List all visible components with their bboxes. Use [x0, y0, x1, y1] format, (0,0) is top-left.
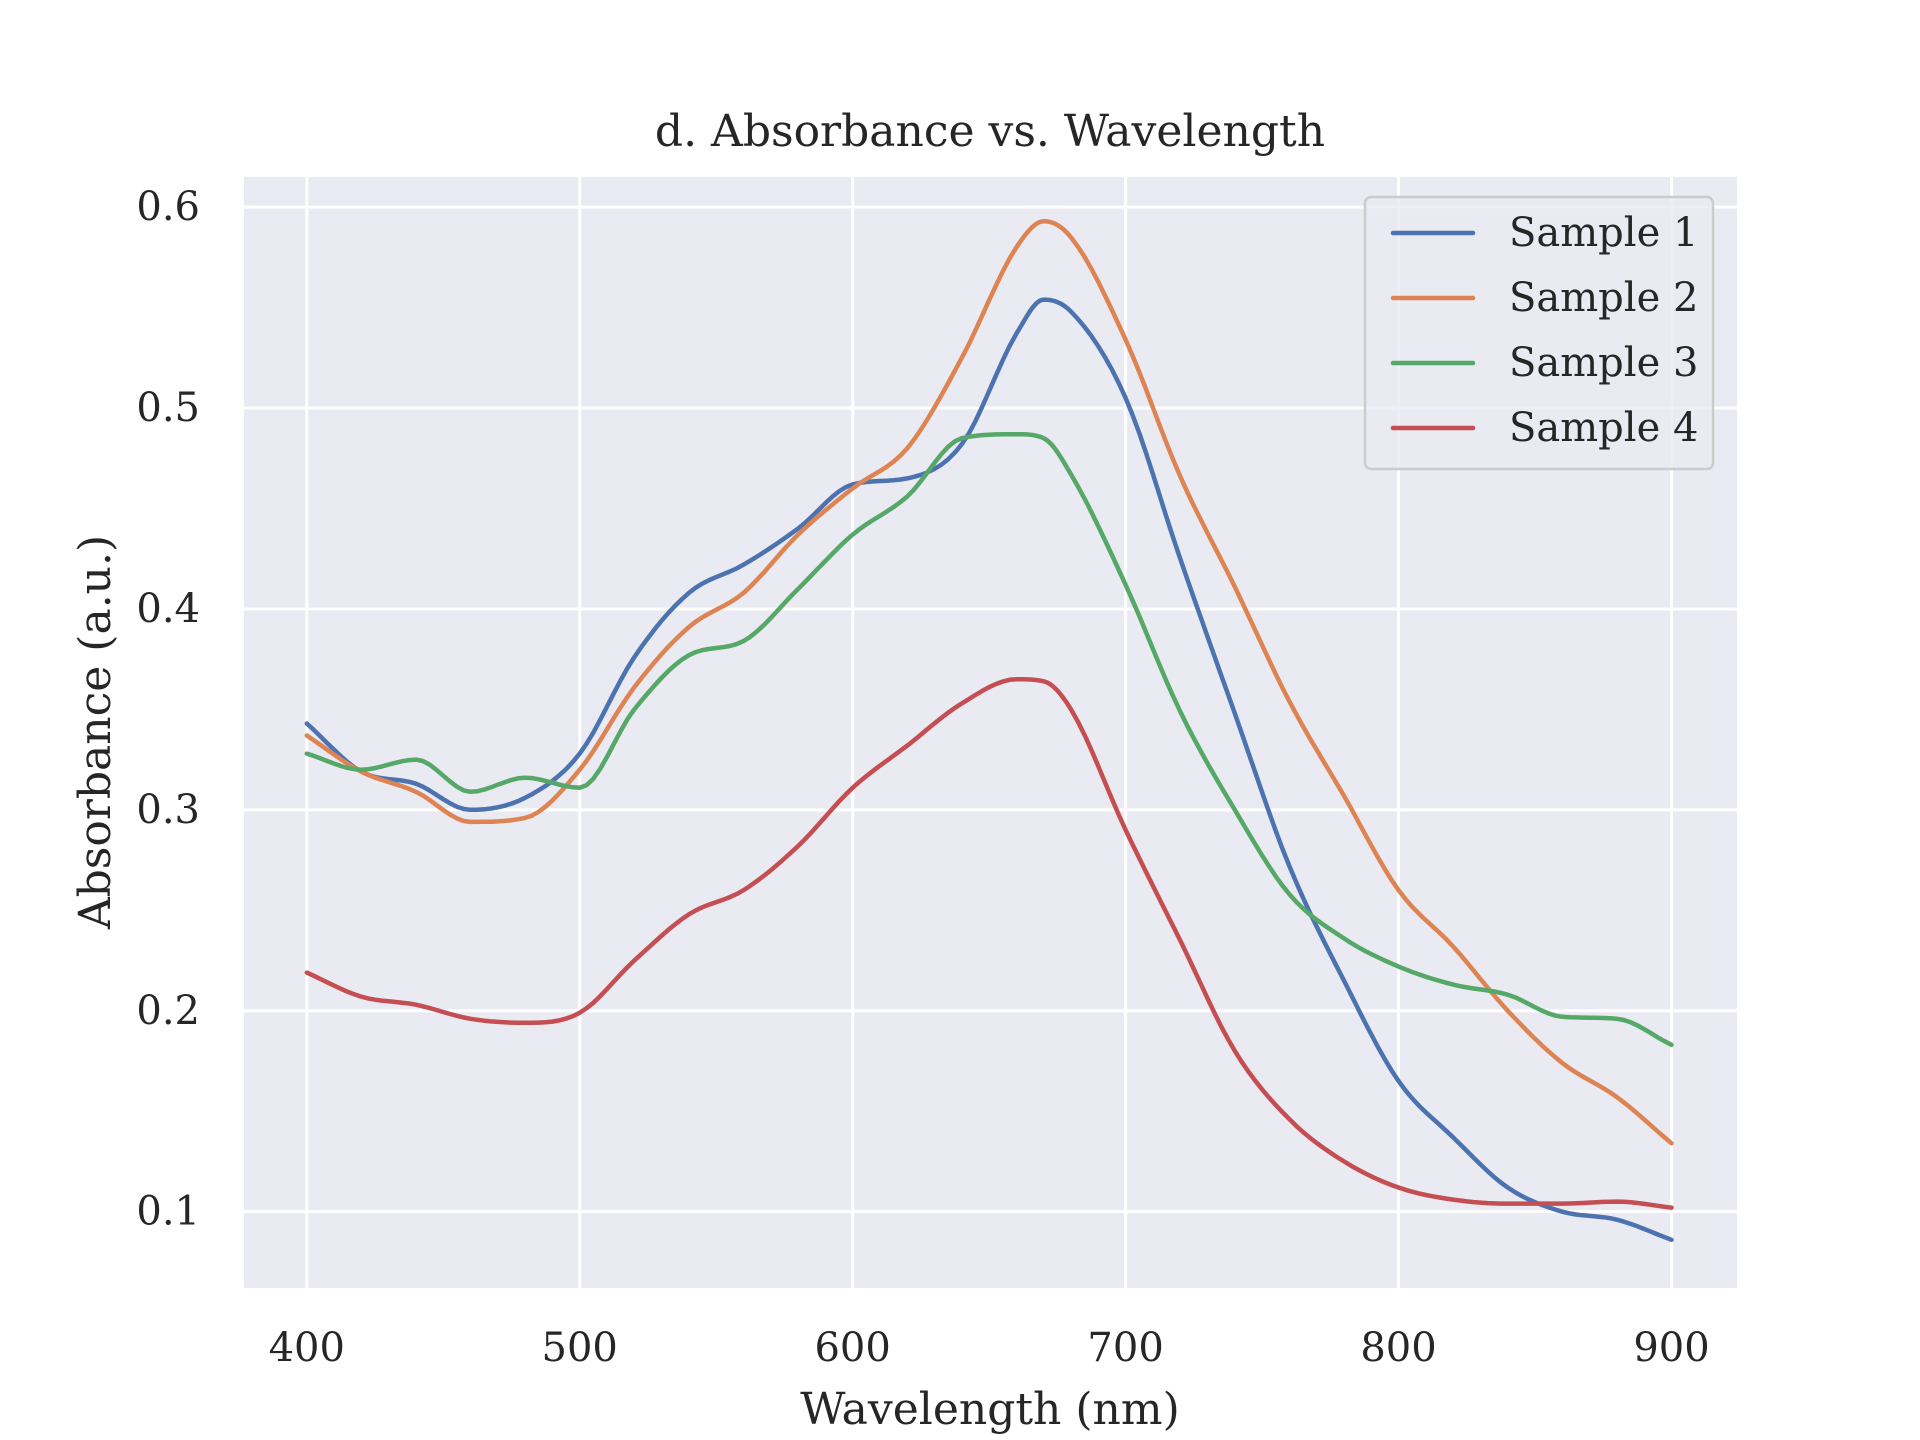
- y-tick-label: 0.6: [136, 184, 200, 230]
- y-tick-label: 0.5: [136, 385, 200, 431]
- series-line-1: [304, 297, 1674, 1243]
- legend-label-4: Sample 4: [1509, 405, 1698, 451]
- series-group: [304, 218, 1674, 1243]
- series-line-3: [304, 431, 1674, 1048]
- x-tick-label: 600: [814, 1325, 890, 1371]
- legend: Sample 1 Sample 2 Sample 3 Sample 4: [1363, 195, 1715, 471]
- series-line-4: [304, 677, 1674, 1210]
- legend-label-1: Sample 1: [1509, 210, 1698, 256]
- y-axis-label: Absorbance (a.u.): [70, 535, 121, 930]
- y-tick-label: 0.3: [136, 787, 200, 833]
- y-tick-label: 0.2: [136, 988, 200, 1034]
- legend-label-3: Sample 3: [1509, 340, 1698, 386]
- x-tick-label: 800: [1360, 1325, 1436, 1371]
- chart-title: d. Absorbance vs. Wavelength: [655, 106, 1325, 157]
- legend-box: [1363, 195, 1715, 471]
- series-line-2: [304, 218, 1674, 1146]
- x-tick-label: 900: [1633, 1325, 1709, 1371]
- x-tick-label: 500: [542, 1325, 618, 1371]
- legend-label-2: Sample 2: [1509, 275, 1698, 321]
- tick-labels: 400 500 600 700 800 900 0.1 0.2 0.3 0.4 0.5 0.6: [136, 184, 1709, 1371]
- x-tick-label: 700: [1087, 1325, 1163, 1371]
- x-axis-label: Wavelength (nm): [800, 1384, 1180, 1435]
- y-tick-label: 0.1: [136, 1189, 200, 1235]
- y-tick-label: 0.4: [136, 586, 200, 632]
- x-tick-label: 400: [269, 1325, 345, 1371]
